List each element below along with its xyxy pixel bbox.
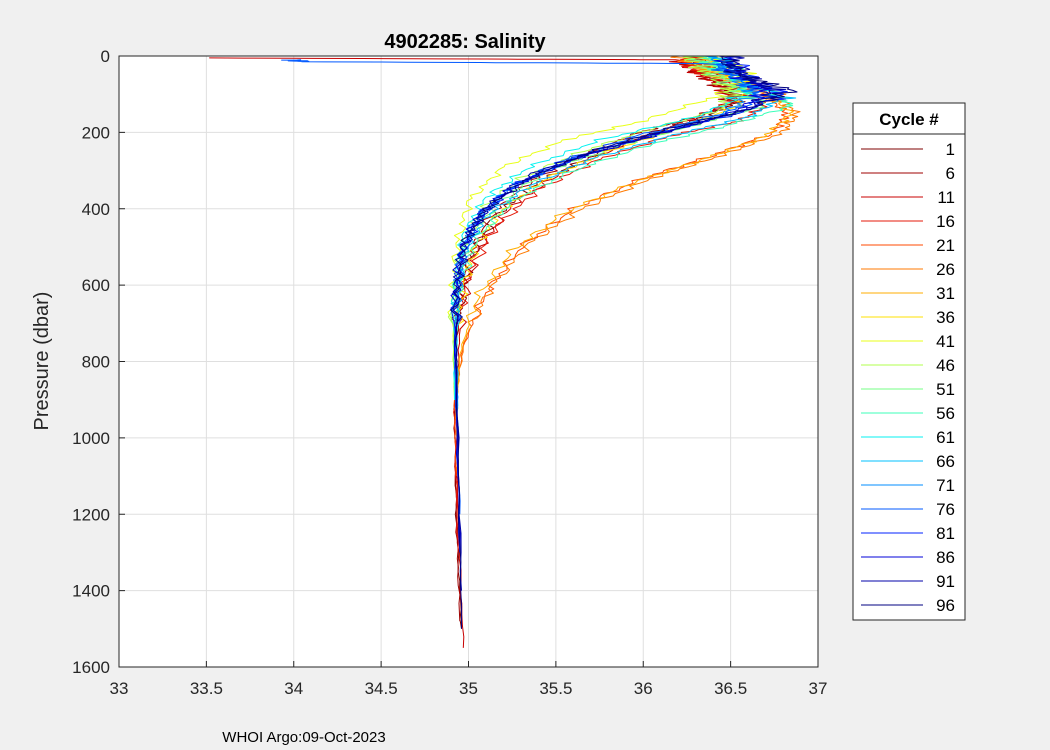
y-tick-label: 1000 <box>72 429 110 448</box>
legend-label: 16 <box>936 212 955 231</box>
legend: Cycle # 16111621263136414651566166717681… <box>852 102 966 621</box>
x-tick-label: 37 <box>809 679 828 698</box>
x-tick-label: 34 <box>284 679 303 698</box>
legend-label: 86 <box>936 548 955 567</box>
y-tick-labels: 0 200 400 600 800 1000 1200 1400 1600 <box>72 47 110 677</box>
series-line-cycle-91 <box>452 56 787 591</box>
series-line-cycle-96 <box>449 56 798 629</box>
legend-label: 26 <box>936 260 955 279</box>
grid <box>119 56 818 667</box>
x-tick-label: 34.5 <box>365 679 398 698</box>
legend-label: 76 <box>936 500 955 519</box>
legend-label: 6 <box>946 164 955 183</box>
x-tick-label: 35 <box>459 679 478 698</box>
series-group <box>209 56 801 648</box>
legend-label: 96 <box>936 596 955 615</box>
y-tick-label: 200 <box>82 123 110 142</box>
legend-title: Cycle # <box>879 110 939 129</box>
footer-text: WHOI Argo:09-Oct-2023 <box>222 729 385 746</box>
legend-label: 1 <box>946 140 955 159</box>
x-tick-label: 36.5 <box>714 679 747 698</box>
series-line-cycle-26 <box>454 56 801 477</box>
legend-label: 61 <box>936 428 955 447</box>
legend-label: 46 <box>936 356 955 375</box>
legend-label: 36 <box>936 308 955 327</box>
series-line-cycle-76 <box>281 59 778 515</box>
legend-box <box>852 102 966 621</box>
legend-label: 41 <box>936 332 955 351</box>
legend-label: 21 <box>936 236 955 255</box>
y-axis-label: Pressure (dbar) <box>31 292 53 431</box>
x-tick-labels: 33 33.5 34 34.5 35 35.5 36 36.5 37 <box>110 679 828 698</box>
legend-label: 31 <box>936 284 955 303</box>
legend-label: 51 <box>936 380 955 399</box>
y-tick-label: 0 <box>101 47 110 66</box>
legend-label: 91 <box>936 572 955 591</box>
y-tick-label: 1400 <box>72 582 110 601</box>
legend-label: 71 <box>936 476 955 495</box>
legend-label: 56 <box>936 404 955 423</box>
y-tick-label: 400 <box>82 200 110 219</box>
chart-title: 4902285: Salinity <box>384 31 546 53</box>
x-tick-label: 33.5 <box>190 679 223 698</box>
y-tick-label: 1200 <box>72 505 110 524</box>
y-tick-label: 600 <box>82 276 110 295</box>
y-tick-label: 800 <box>82 353 110 372</box>
x-tick-label: 33 <box>110 679 129 698</box>
y-tick-label: 1600 <box>72 658 110 677</box>
ticks <box>118 55 819 668</box>
legend-label: 81 <box>936 524 955 543</box>
x-tick-label: 36 <box>634 679 653 698</box>
x-tick-label: 35.5 <box>539 679 572 698</box>
legend-label: 66 <box>936 452 955 471</box>
legend-label: 11 <box>937 188 955 207</box>
